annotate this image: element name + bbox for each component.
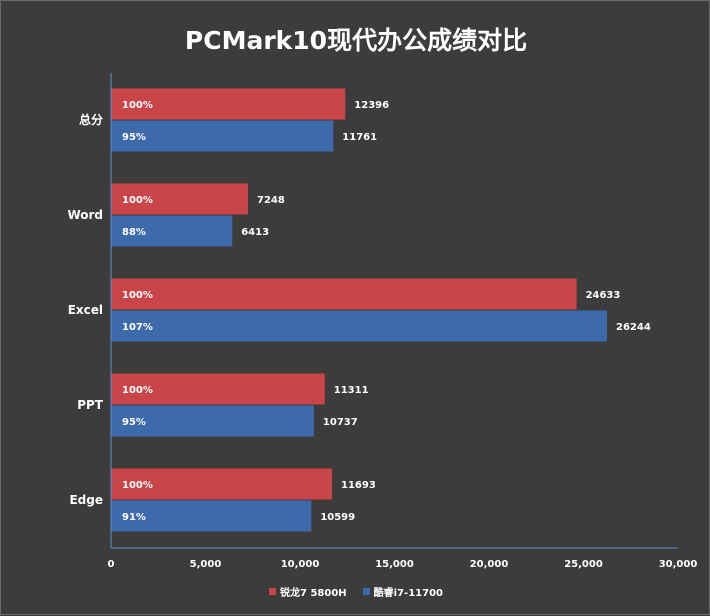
value-label-2-1: 6413 (241, 227, 269, 238)
bar-1-3 (111, 373, 325, 405)
legend-label-series-1: 锐龙7 5800H (280, 588, 347, 599)
percent-label-1-1: 100% (122, 195, 153, 206)
value-label-2-2: 26244 (616, 322, 651, 333)
value-label-1-3: 11311 (334, 385, 369, 396)
legend-item-series-2: 酷睿i7-11700 (362, 584, 443, 599)
category-label-2: Excel (68, 303, 103, 317)
bar-2-0 (111, 120, 334, 152)
axis-layer (110, 73, 678, 549)
x-tick-label-1: 5,000 (190, 559, 222, 570)
bar-2-4 (111, 500, 312, 532)
percent-label-1-2: 100% (122, 290, 153, 301)
value-label-2-4: 10599 (320, 512, 355, 523)
x-tick-label-5: 25,000 (564, 559, 603, 570)
category-label-1: Word (67, 208, 103, 222)
category-label-0: 总分 (79, 112, 103, 127)
percent-label-2-3: 95% (122, 417, 146, 428)
x-tick-label-4: 20,000 (470, 559, 509, 570)
value-label-2-3: 10737 (323, 417, 358, 428)
labels-layer: 100% 12396 95% 11761 总分 100% 7248 88% 6413 Word 10… (67, 100, 697, 570)
percent-label-1-3: 100% (122, 385, 153, 396)
x-tick-label-0: 0 (108, 559, 115, 570)
bars-layer (111, 88, 608, 532)
bar-2-1 (111, 215, 233, 247)
x-tick-label-2: 10,000 (281, 559, 320, 570)
value-label-1-1: 7248 (257, 195, 285, 206)
chart-legend: 锐龙7 5800H 酷睿i7-11700 (1, 584, 710, 599)
value-label-1-4: 11693 (341, 480, 376, 491)
bar-1-4 (111, 468, 332, 500)
percent-label-1-4: 100% (122, 480, 153, 491)
percent-label-2-0: 95% (122, 132, 146, 143)
value-label-1-2: 24633 (586, 290, 621, 301)
bar-2-3 (111, 405, 314, 437)
category-label-4: Edge (69, 493, 103, 507)
bar-2-2 (111, 310, 608, 342)
bar-1-0 (111, 88, 346, 120)
legend-swatch-series-2 (362, 588, 370, 595)
bar-1-2 (111, 278, 577, 310)
category-label-3: PPT (77, 398, 104, 412)
legend-swatch-series-1 (269, 588, 277, 595)
bar-1-1 (111, 183, 248, 215)
percent-label-2-4: 91% (122, 512, 146, 523)
x-tick-label-3: 15,000 (375, 559, 414, 570)
x-tick-label-6: 30,000 (659, 559, 698, 570)
value-label-1-0: 12396 (354, 100, 389, 111)
percent-label-1-0: 100% (122, 100, 153, 111)
percent-label-2-1: 88% (122, 227, 146, 238)
legend-item-series-1: 锐龙7 5800H (269, 584, 347, 599)
chart-title: PCMark10现代办公成绩对比 (184, 26, 528, 55)
percent-label-2-2: 107% (122, 322, 153, 333)
legend-label-series-2: 酷睿i7-11700 (373, 588, 443, 599)
value-label-2-0: 11761 (342, 132, 377, 143)
